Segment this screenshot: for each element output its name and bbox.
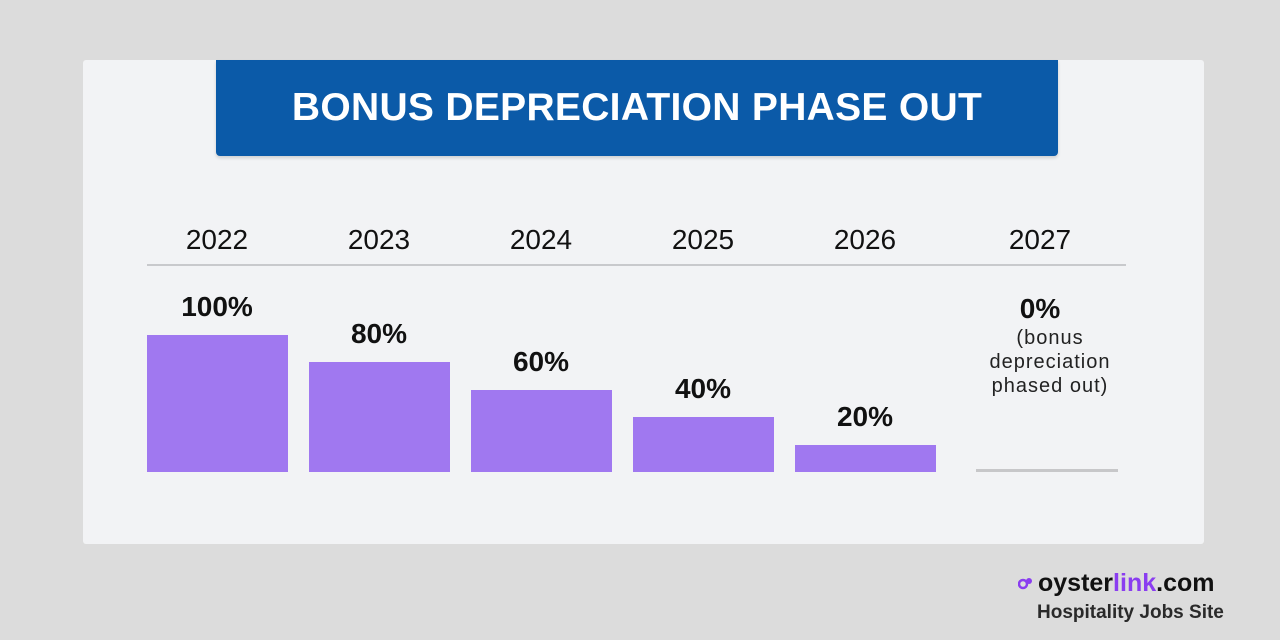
bar	[632, 417, 774, 472]
year-label: 2024	[509, 224, 573, 255]
bar	[794, 445, 936, 472]
chart-title: BONUS DEPRECIATION PHASE OUT	[291, 86, 983, 129]
value-label: 0%	[1019, 293, 1061, 324]
bar	[308, 362, 450, 472]
value-label: 60%	[512, 346, 570, 377]
year-label: 2023	[347, 224, 411, 255]
bar	[146, 335, 288, 472]
zero-bar-baseline	[976, 469, 1118, 472]
brand-name-part2: link	[1113, 568, 1157, 597]
oysterlink-logo-icon	[1018, 578, 1032, 590]
year-label: 2026	[833, 224, 897, 255]
value-label: 100%	[181, 291, 253, 322]
brand-tagline: Hospitality Jobs Site	[1037, 602, 1224, 623]
value-label: 20%	[836, 401, 894, 432]
header-divider	[147, 264, 1126, 266]
year-label: 2025	[671, 224, 735, 255]
title-banner: BONUS DEPRECIATION PHASE OUT	[216, 60, 1058, 156]
value-label: 80%	[350, 318, 408, 349]
value-label: 40%	[674, 373, 732, 404]
year-label: 2022	[185, 224, 249, 255]
bar	[470, 390, 612, 472]
brand-logo: oyster link .com Hospitality Jobs Site	[1018, 568, 1248, 624]
phase-out-note: (bonus depreciation phased out)	[989, 327, 1111, 397]
brand-name-part3: .com	[1156, 568, 1215, 597]
brand-name-part1: oyster	[1038, 568, 1114, 597]
year-label: 2027	[1008, 224, 1072, 255]
